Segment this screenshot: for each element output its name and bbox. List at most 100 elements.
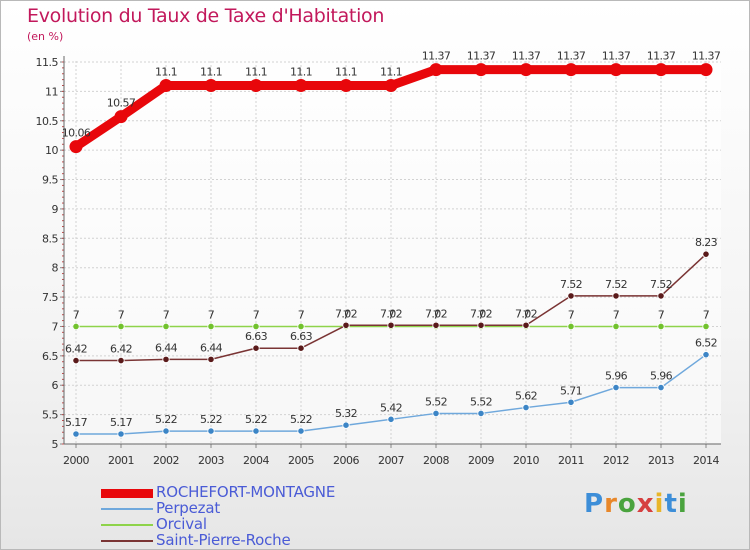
data-point	[252, 344, 260, 352]
data-label: 11.37	[557, 50, 586, 63]
data-label: 7.52	[650, 278, 672, 291]
data-point	[252, 427, 260, 435]
data-label: 5.22	[155, 413, 177, 426]
data-point	[477, 321, 485, 329]
data-label: 5.96	[605, 370, 628, 383]
data-point	[69, 140, 83, 154]
data-point	[657, 383, 665, 392]
data-label: 7.02	[515, 307, 537, 320]
data-label: 6.52	[695, 337, 717, 350]
data-point	[387, 415, 395, 423]
data-point	[612, 383, 620, 392]
data-point	[522, 321, 530, 329]
chart-unit: (en %)	[27, 30, 64, 43]
y-tick-label: 6.5	[42, 350, 58, 363]
legend-swatch	[101, 508, 153, 510]
data-label: 7	[568, 308, 575, 321]
data-label: 7	[433, 308, 440, 321]
data-label: 7.02	[335, 307, 357, 320]
data-label: 11.37	[692, 50, 721, 63]
data-label: 6.63	[245, 330, 268, 343]
data-point	[432, 321, 440, 329]
data-label: 11.1	[335, 66, 357, 79]
legend-swatch	[101, 540, 153, 542]
legend-label: Orcival	[156, 515, 207, 533]
x-tick-label: 2007	[378, 454, 404, 467]
data-label: 7	[73, 308, 80, 321]
x-tick-label: 2006	[333, 454, 359, 467]
series-perpezat: 5.17 5.17 5.22 5.22 5.22 5.22 5.32 5.42 5.52 5.52…	[65, 337, 718, 438]
data-point	[612, 322, 620, 331]
data-label: 10.57	[107, 97, 136, 110]
data-point	[339, 79, 353, 93]
data-label: 5.17	[110, 416, 133, 429]
y-tick-label: 5.5	[42, 409, 58, 422]
data-point	[162, 427, 170, 435]
data-label: 11.1	[200, 66, 222, 79]
data-point	[207, 355, 215, 363]
data-label: 5.52	[470, 395, 492, 408]
data-label: 7	[523, 308, 530, 321]
data-point	[702, 250, 710, 258]
data-point	[117, 430, 125, 438]
data-label: 6.63	[290, 330, 313, 343]
logo-letter: o	[617, 489, 637, 519]
chart-title: Evolution du Taux de Taxe d'Habitation	[27, 5, 385, 27]
data-point	[297, 427, 305, 435]
logo-letter: r	[604, 489, 618, 519]
x-tick-label: 2013	[648, 454, 674, 467]
data-label: 11.37	[647, 50, 676, 63]
data-label: 11.37	[602, 50, 631, 63]
x-tick-label: 2010	[513, 454, 539, 467]
data-point	[72, 322, 80, 331]
data-label: 7.52	[605, 278, 627, 291]
data-point	[609, 63, 623, 77]
data-point	[117, 356, 125, 365]
legend-label: Saint-Pierre-Roche	[156, 531, 291, 549]
data-point	[249, 79, 263, 93]
data-label: 8.23	[695, 236, 718, 249]
data-point	[699, 63, 713, 77]
data-label: 7.02	[380, 307, 402, 320]
data-point	[207, 322, 215, 331]
data-point	[519, 63, 533, 77]
data-point	[657, 322, 665, 331]
data-point	[117, 322, 125, 331]
data-point	[612, 292, 620, 300]
data-label: 11.37	[512, 50, 541, 63]
data-label: 11.37	[422, 50, 451, 63]
data-label: 7.52	[560, 278, 582, 291]
data-label: 7	[163, 308, 170, 321]
y-tick-label: 11.5	[36, 56, 59, 69]
data-point	[72, 356, 80, 365]
data-label: 5.52	[425, 395, 447, 408]
data-label: 5.22	[200, 413, 222, 426]
legend-swatch	[101, 524, 153, 526]
data-point	[72, 430, 80, 438]
legend-label: ROCHEFORT-MONTAGNE	[156, 483, 336, 501]
data-point	[114, 110, 128, 124]
data-label: 5.71	[560, 384, 582, 397]
data-label: 7.02	[470, 307, 492, 320]
x-tick-label: 2011	[558, 454, 584, 467]
x-tick-label: 2003	[198, 454, 224, 467]
y-tick-label: 7.5	[42, 291, 58, 304]
y-tick-label: 8	[52, 262, 59, 275]
y-tick-label: 5	[52, 438, 59, 451]
logo-letter: i	[677, 489, 688, 519]
series-saint-pierre-roche: 6.42 6.42 6.44 6.44 6.63 6.63 7.02 7.02 7.02 7.02…	[65, 236, 718, 365]
x-tick-label: 2009	[468, 454, 494, 467]
logo-letter: t	[664, 489, 678, 519]
data-label: 7	[658, 308, 665, 321]
data-point	[162, 355, 170, 363]
data-point	[477, 409, 485, 418]
logo-letter: x	[636, 489, 655, 519]
x-tick-label: 2000	[63, 454, 89, 467]
x-tick-label: 2004	[243, 454, 269, 467]
data-label: 7	[208, 308, 215, 321]
data-point	[294, 79, 308, 93]
data-label: 7	[118, 308, 125, 321]
x-tick-label: 2001	[108, 454, 134, 467]
